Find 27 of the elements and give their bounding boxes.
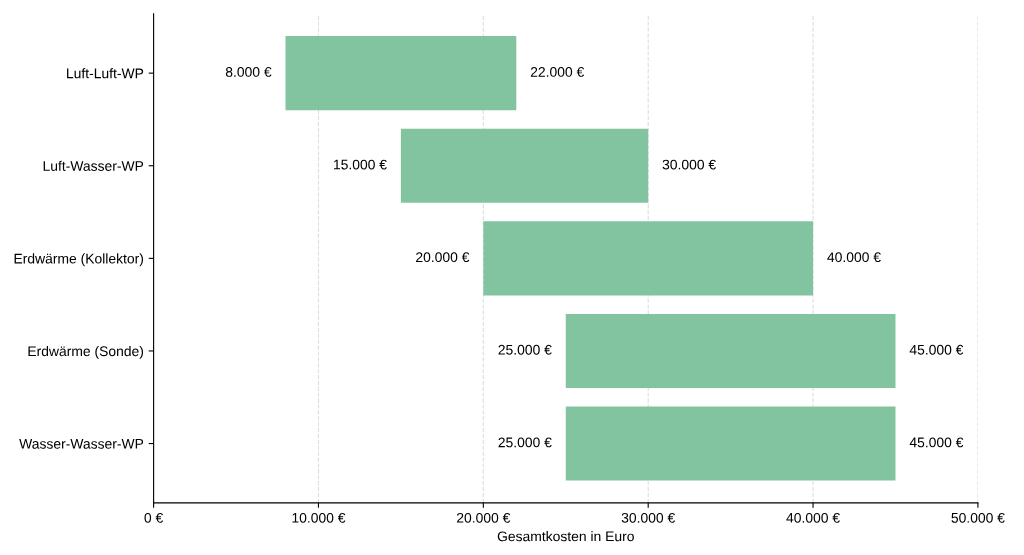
annotation: 20.000 €	[416, 252, 470, 263]
annotation: 30.000 €	[662, 159, 716, 170]
bar	[285, 36, 517, 111]
x-tick-label: 0 €	[144, 512, 164, 523]
y-tick-label: Luft-Luft-WP	[67, 68, 144, 79]
annotation: 40.000 €	[827, 252, 881, 263]
bar	[565, 406, 896, 481]
bar	[483, 221, 814, 296]
annotation: 22.000 €	[530, 67, 585, 77]
annotation: 45.000 €	[909, 437, 964, 448]
x-tick-label: 30.000 €	[621, 512, 676, 523]
annotation: 8.000 €	[225, 67, 272, 77]
y-tick-label: Luft-Wasser-WP	[43, 160, 144, 171]
bar	[400, 128, 649, 203]
x-tick-label: 10.000 €	[292, 512, 346, 523]
annotation: 25.000 €	[498, 437, 552, 448]
annotation: 45.000 €	[909, 344, 964, 355]
x-tick-label: 20.000 €	[457, 512, 511, 523]
x-axis-title: Gesamtkosten in Euro	[497, 531, 634, 542]
x-tick-label: 40.000 €	[786, 512, 840, 523]
x-tick-label: 50.000 €	[951, 512, 1005, 523]
annotation: 15.000 €	[334, 159, 387, 170]
bar	[565, 313, 896, 388]
annotation: 25.000 €	[498, 344, 552, 355]
y-tick-label: Erdwärme (Sonde)	[28, 345, 144, 359]
y-tick-label: Erdwärme (Kollektor)	[14, 253, 144, 267]
y-tick-label: Wasser-Wasser-WP	[19, 439, 144, 449]
